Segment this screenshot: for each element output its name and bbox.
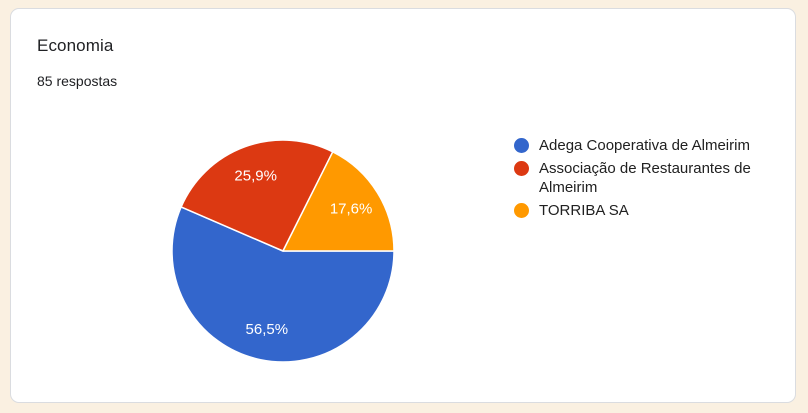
slice-percent-label: 56,5%: [246, 321, 289, 338]
legend-item: Associação de Restaurantes de Almeirim: [514, 159, 768, 197]
legend-label: TORRIBA SA: [539, 202, 629, 219]
pie-chart: 56,5% 25,9% 17,6%: [171, 139, 395, 363]
pie-slice: [171, 206, 395, 363]
legend-swatch-icon: [514, 161, 529, 176]
legend-label: Adega Cooperativa de Almeirim: [539, 137, 750, 154]
form-summary-card: Economia 85 respostas 56,5% 25,9% 17,6% Ad…: [10, 8, 796, 403]
chart-legend: Adega Cooperativa de Almeirim Associação …: [514, 136, 768, 224]
legend-swatch-icon: [514, 203, 529, 218]
legend-item: TORRIBA SA: [514, 201, 768, 220]
legend-swatch-icon: [514, 138, 529, 153]
slice-percent-label: 25,9%: [234, 167, 277, 184]
response-count: 85 respostas: [37, 73, 118, 89]
question-title: Economia: [37, 36, 114, 55]
legend-item: Adega Cooperativa de Almeirim: [514, 136, 768, 155]
legend-label: Associação de Restaurantes de Almeirim: [539, 160, 751, 196]
slice-percent-label: 17,6%: [330, 201, 373, 218]
pie-slice: [282, 151, 395, 252]
pie-slice: [180, 139, 334, 252]
